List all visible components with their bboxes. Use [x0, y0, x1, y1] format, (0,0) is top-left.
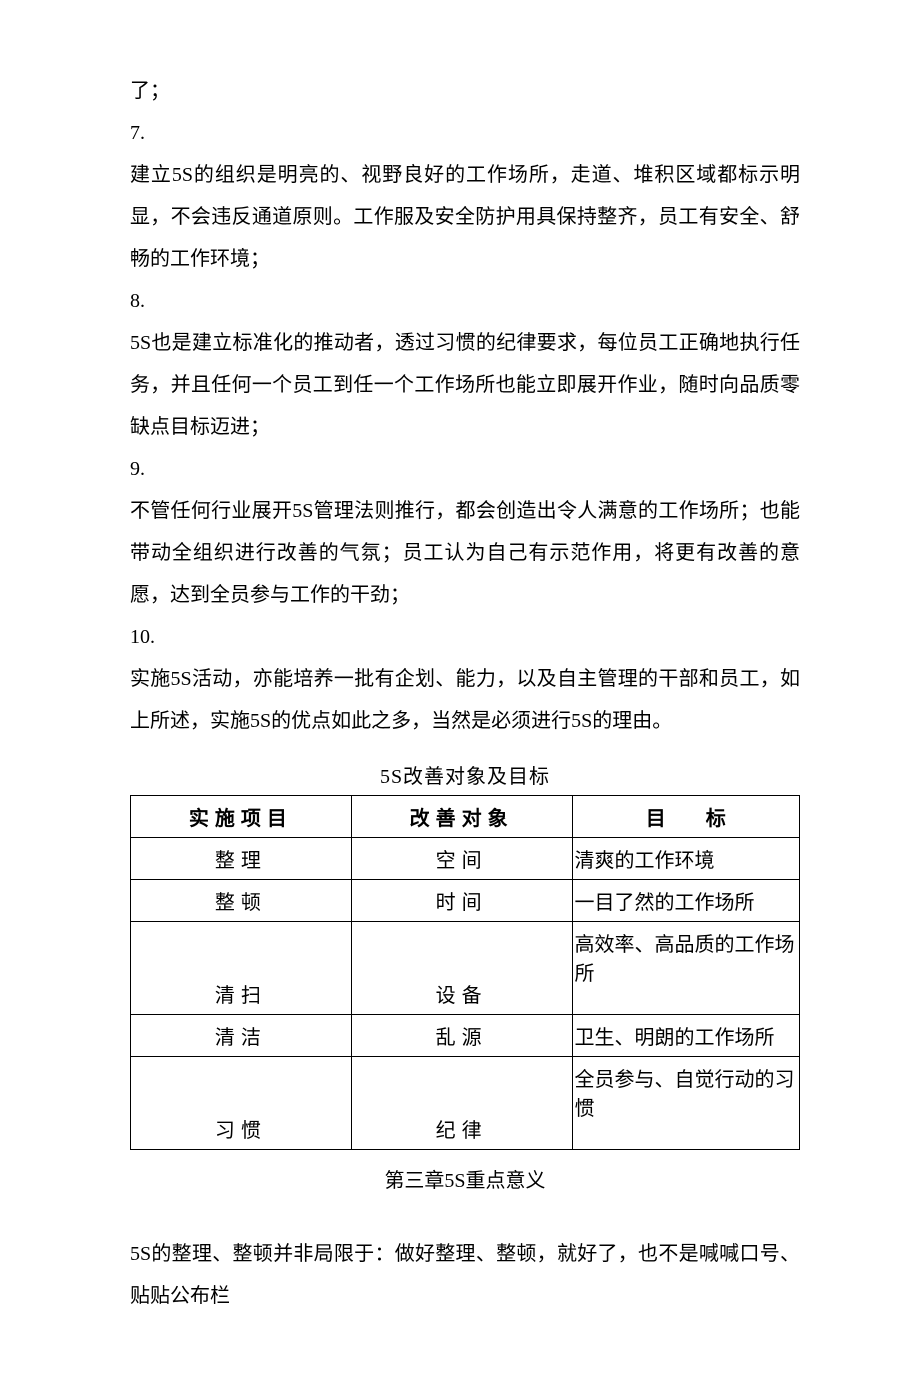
- table-title: 5S改善对象及目标: [130, 760, 800, 789]
- list-number-7: 7.: [130, 112, 800, 154]
- cell-target: 时间: [351, 880, 572, 922]
- table-header-row: 实施项目 改善对象 目 标: [131, 796, 800, 838]
- table-row: 整顿 时间 一目了然的工作场所: [131, 880, 800, 922]
- header-target: 改善对象: [351, 796, 572, 838]
- header-item: 实施项目: [131, 796, 352, 838]
- chapter-title: 第三章5S重点意义: [130, 1164, 800, 1193]
- header-goal: 目 标: [572, 796, 799, 838]
- cell-target: 设备: [351, 922, 572, 1015]
- cell-item: 习惯: [131, 1057, 352, 1150]
- cell-item: 清洁: [131, 1015, 352, 1057]
- list-number-8: 8.: [130, 280, 800, 322]
- paragraph-10: 实施5S活动，亦能培养一批有企划、能力，以及自主管理的干部和员工，如上所述，实施…: [130, 658, 800, 742]
- list-number-9: 9.: [130, 448, 800, 490]
- cell-target: 乱源: [351, 1015, 572, 1057]
- table-row: 习惯 纪律 全员参与、自觉行动的习惯: [131, 1057, 800, 1150]
- table-row: 清洁 乱源 卫生、明朗的工作场所: [131, 1015, 800, 1057]
- list-number-10: 10.: [130, 616, 800, 658]
- cell-item: 整理: [131, 838, 352, 880]
- improvement-table: 实施项目 改善对象 目 标 整理 空间 清爽的工作环境 整顿 时间 一目了然的工…: [130, 795, 800, 1150]
- cell-item: 清扫: [131, 922, 352, 1015]
- paragraph-7: 建立5S的组织是明亮的、视野良好的工作场所，走道、堆积区域都标示明显，不会违反通…: [130, 154, 800, 280]
- paragraph-9: 不管任何行业展开5S管理法则推行，都会创造出令人满意的工作场所；也能带动全组织进…: [130, 490, 800, 616]
- cell-target: 纪律: [351, 1057, 572, 1150]
- cell-item: 整顿: [131, 880, 352, 922]
- table-row: 清扫 设备 高效率、高品质的工作场所: [131, 922, 800, 1015]
- table-row: 整理 空间 清爽的工作环境: [131, 838, 800, 880]
- cell-goal: 全员参与、自觉行动的习惯: [572, 1057, 799, 1150]
- paragraph-continuation: 了；: [130, 70, 800, 112]
- paragraph-8: 5S也是建立标准化的推动者，透过习惯的纪律要求，每位员工正确地执行任务，并且任何…: [130, 322, 800, 448]
- cell-goal: 一目了然的工作场所: [572, 880, 799, 922]
- cell-goal: 清爽的工作环境: [572, 838, 799, 880]
- footer-paragraph: 5S的整理、整顿并非局限于：做好整理、整顿，就好了，也不是喊喊口号、贴贴公布栏: [130, 1233, 800, 1317]
- cell-goal: 高效率、高品质的工作场所: [572, 922, 799, 1015]
- cell-target: 空间: [351, 838, 572, 880]
- cell-goal: 卫生、明朗的工作场所: [572, 1015, 799, 1057]
